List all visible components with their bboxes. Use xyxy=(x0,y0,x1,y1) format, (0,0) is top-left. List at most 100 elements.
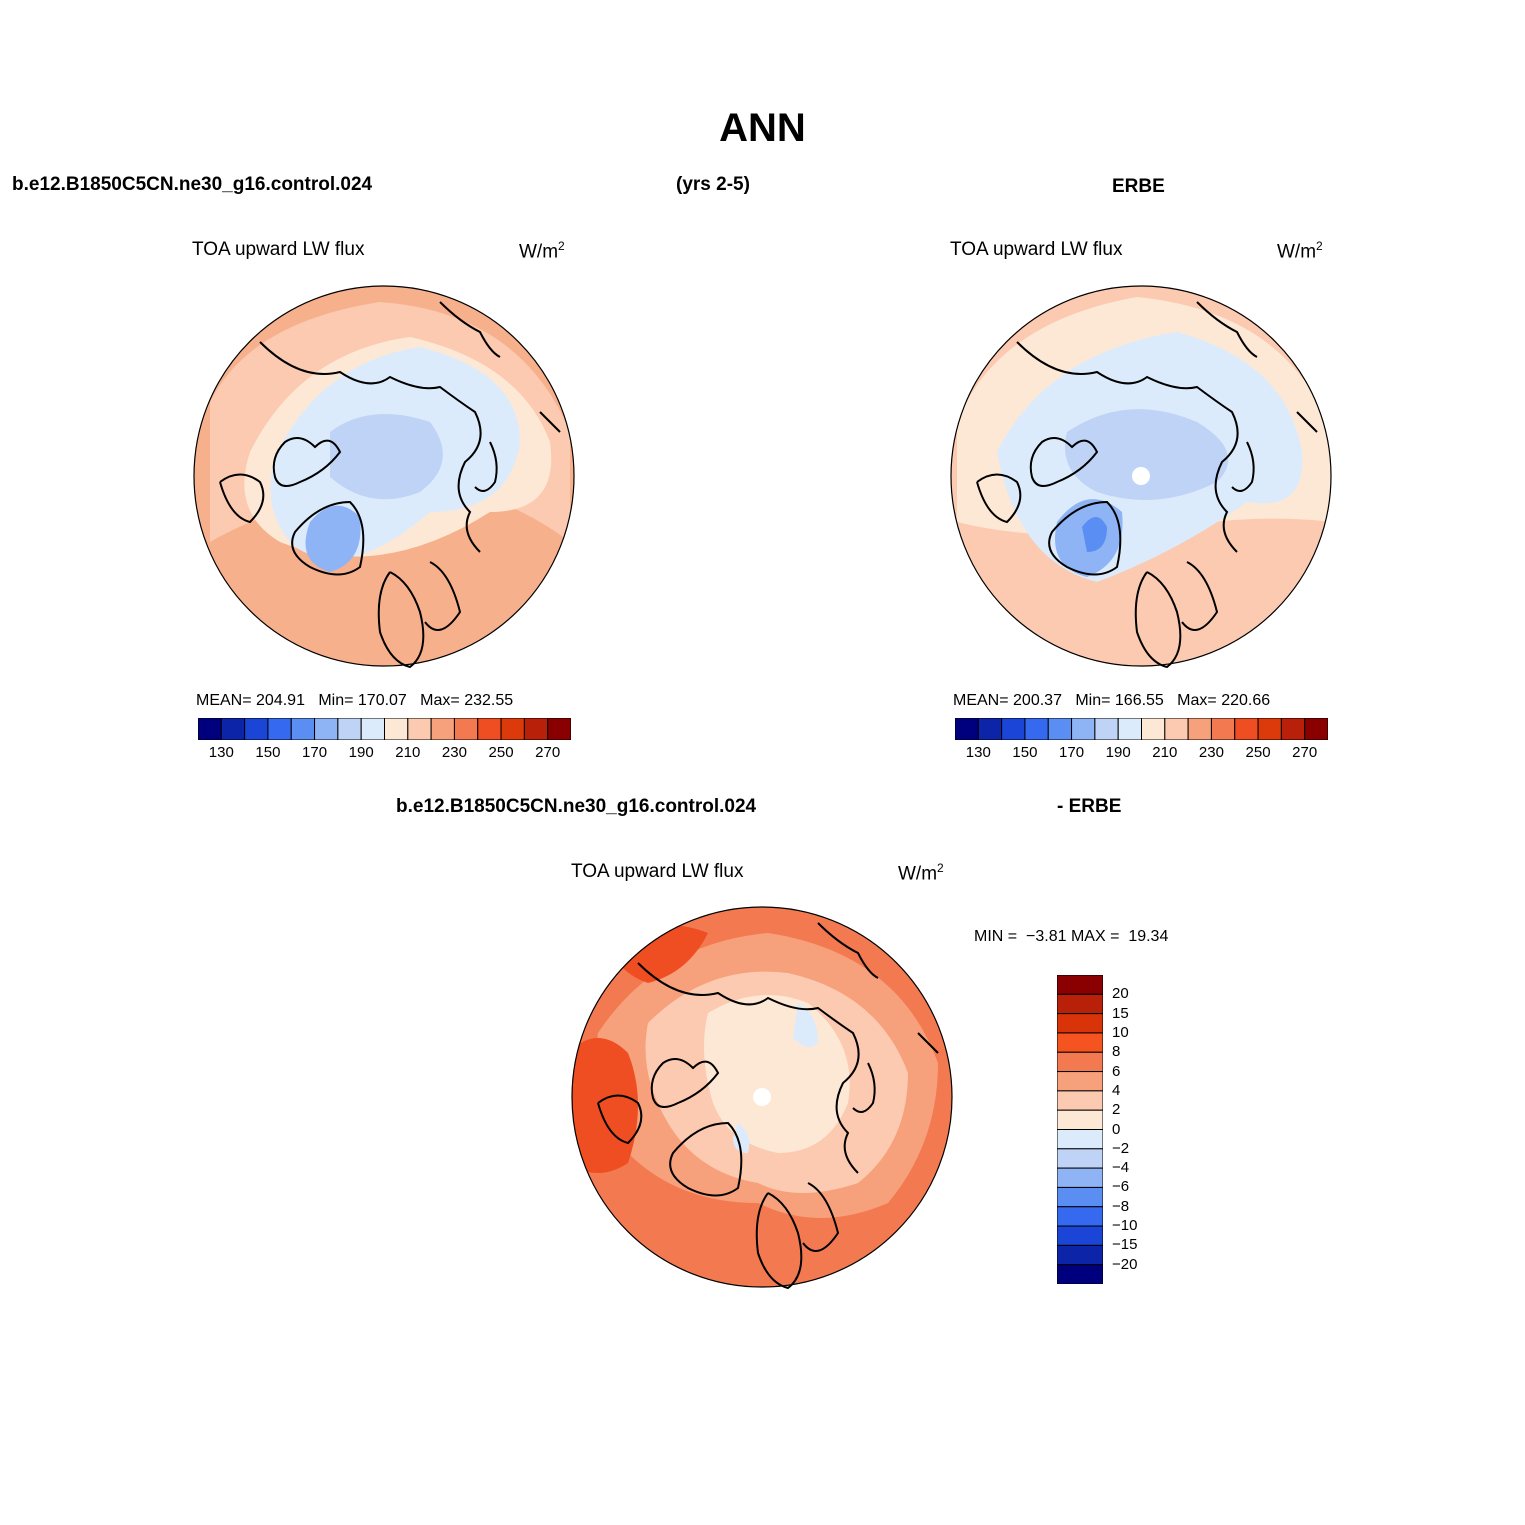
colorbar-tick-label: 250 xyxy=(1245,744,1271,761)
field-diff-neg2 xyxy=(733,1123,750,1153)
colorbar-tick-label: 270 xyxy=(1292,744,1318,761)
colorbar-tick-label: 190 xyxy=(1105,744,1131,761)
coastlines xyxy=(219,301,561,669)
colorbar-box xyxy=(1094,718,1119,740)
colorbar-level-label: −15 xyxy=(1112,1236,1138,1254)
colorbar-box xyxy=(1057,1071,1103,1092)
colorbar-level-label: −20 xyxy=(1112,1255,1138,1273)
colorbar-level-label: −2 xyxy=(1112,1139,1130,1157)
colorbar-box xyxy=(500,718,525,740)
colorbar-box xyxy=(430,718,455,740)
colorbar-box xyxy=(1001,718,1026,740)
pole-hole xyxy=(753,1088,771,1106)
colorbar-box xyxy=(1141,718,1166,740)
colorbar-tick-label: 270 xyxy=(535,744,561,761)
colorbar-box xyxy=(1057,1109,1103,1130)
colorbar-box xyxy=(453,718,479,740)
diff-colorbar xyxy=(1057,975,1103,1284)
field-diff-10to15 xyxy=(572,1038,638,1173)
colorbar-box xyxy=(1057,1264,1103,1284)
colorbar-box xyxy=(220,718,246,740)
diff-minmax: MIN = −3.81 MAX = 19.34 xyxy=(974,928,1169,945)
obs-units: W/m2 xyxy=(1277,239,1323,263)
colorbar-box xyxy=(477,718,502,740)
obs-stats: MEAN= 200.37 Min= 166.55 Max= 220.66 xyxy=(953,692,1271,709)
colorbar-box xyxy=(267,718,292,740)
colorbar-box xyxy=(1057,1148,1103,1169)
model-stats: MEAN= 204.91 Min= 170.07 Max= 232.55 xyxy=(196,692,514,709)
obs-colorbar-ticks: 130 150 170 190 210 230 250 270 xyxy=(955,744,1328,764)
diff-variable-title: TOA upward LW flux xyxy=(571,861,744,882)
colorbar-tick-label: 210 xyxy=(395,744,421,761)
colorbar-box xyxy=(1280,718,1306,740)
colorbar-level-label: −10 xyxy=(1112,1217,1138,1235)
colorbar-box xyxy=(1210,718,1236,740)
diff-case-header: b.e12.B1850C5CN.ne30_g16.control.024 xyxy=(396,796,757,817)
colorbar-level-label: −6 xyxy=(1112,1178,1130,1196)
colorbar-box xyxy=(1047,718,1073,740)
model-colorbar xyxy=(198,718,571,740)
colorbar-tick-label: 150 xyxy=(1012,744,1038,761)
colorbar-box xyxy=(1057,1129,1103,1150)
colorbar-box xyxy=(547,718,571,740)
obs-variable-title: TOA upward LW flux xyxy=(950,239,1123,260)
coastlines xyxy=(597,922,939,1290)
colorbar-box xyxy=(1057,993,1103,1015)
map-boundary xyxy=(193,285,575,667)
field-190 xyxy=(330,414,443,500)
model-case-header: b.e12.B1850C5CN.ne30_g16.control.024 xyxy=(12,174,373,195)
colorbar-level-label: 8 xyxy=(1112,1043,1121,1061)
colorbar-box xyxy=(1187,718,1212,740)
colorbar-box xyxy=(198,718,222,740)
model-variable-title: TOA upward LW flux xyxy=(192,239,365,260)
colorbar-box xyxy=(407,718,432,740)
obs-colorbar xyxy=(955,718,1328,740)
colorbar-tick-label: 130 xyxy=(965,744,991,761)
colorbar-level-label: 10 xyxy=(1112,1023,1129,1041)
colorbar-box xyxy=(1057,1090,1103,1111)
colorbar-level-label: 4 xyxy=(1112,1081,1121,1099)
colorbar-box xyxy=(1057,1032,1103,1053)
colorbar-level-label: 0 xyxy=(1112,1120,1121,1138)
colorbar-box xyxy=(1057,1244,1103,1266)
colorbar-box xyxy=(1164,718,1189,740)
diff-obs-header: - ERBE xyxy=(1057,796,1122,817)
colorbar-box xyxy=(1057,1225,1103,1246)
diff-polar-map xyxy=(571,906,953,1290)
colorbar-box xyxy=(1057,1167,1103,1188)
colorbar-box xyxy=(1071,718,1096,740)
colorbar-box xyxy=(290,718,316,740)
colorbar-level-label: 15 xyxy=(1112,1004,1129,1022)
colorbar-box xyxy=(1057,975,1103,995)
page-title: ANN xyxy=(719,106,806,150)
colorbar-box xyxy=(384,718,409,740)
field-170 xyxy=(1082,517,1107,552)
field-190 xyxy=(1065,409,1229,500)
colorbar-tick-label: 170 xyxy=(1059,744,1085,761)
map-boundary xyxy=(950,285,1332,667)
colorbar-level-label: 2 xyxy=(1112,1101,1121,1119)
diff-units: W/m2 xyxy=(898,861,944,885)
colorbar-box xyxy=(1304,718,1328,740)
map-boundary xyxy=(571,906,953,1288)
colorbar-tick-label: 130 xyxy=(208,744,234,761)
colorbar-box xyxy=(1057,1206,1103,1227)
colorbar-tick-label: 230 xyxy=(441,744,467,761)
colorbar-box xyxy=(1024,718,1049,740)
diff-colorbar-labels: 20 15 10 8 6 4 2 0 −2 −4 −6 −8 −10 −15 −20 xyxy=(1112,975,1172,1284)
colorbar-box xyxy=(244,718,269,740)
model-units: W/m2 xyxy=(519,239,565,263)
colorbar-box xyxy=(1234,718,1259,740)
years-header: (yrs 2-5) xyxy=(676,174,750,195)
colorbar-tick-label: 170 xyxy=(302,744,328,761)
model-colorbar-ticks: 130 150 170 190 210 230 250 270 xyxy=(198,744,571,764)
colorbar-tick-label: 230 xyxy=(1198,744,1224,761)
colorbar-box xyxy=(1117,718,1142,740)
model-polar-map xyxy=(193,285,575,669)
colorbar-box xyxy=(360,718,385,740)
colorbar-box xyxy=(977,718,1003,740)
colorbar-box xyxy=(1257,718,1282,740)
colorbar-tick-label: 150 xyxy=(255,744,281,761)
colorbar-box xyxy=(314,718,339,740)
pole-hole xyxy=(1132,467,1150,485)
